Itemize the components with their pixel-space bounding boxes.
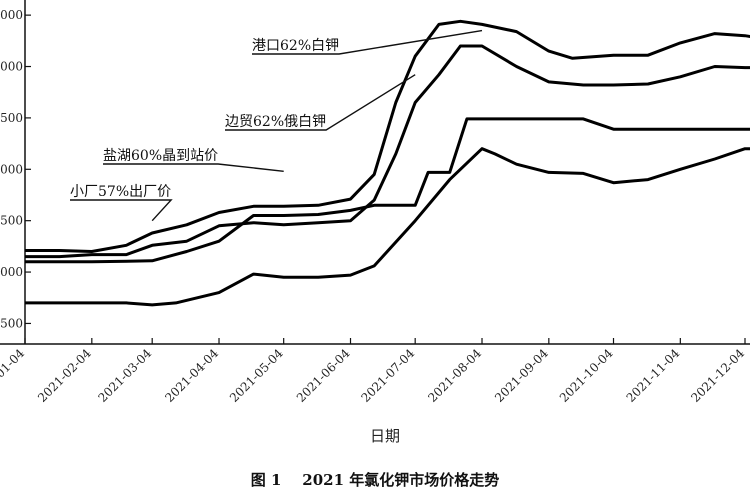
series-line-3 bbox=[25, 117, 750, 264]
y-ticks: 500 000 500 000 500 000 000 bbox=[0, 8, 31, 330]
y-tick-label: 000 bbox=[0, 265, 23, 279]
y-tick-label: 000 bbox=[0, 8, 23, 22]
y-tick-label: 500 bbox=[0, 111, 23, 125]
x-tick-label: 2021-03-04 bbox=[95, 346, 154, 405]
x-ticks: 2021-01-04 2021-02-04 2021-03-04 2021-04-04… bbox=[0, 338, 747, 405]
x-tick-label: 2021-05-04 bbox=[227, 346, 286, 405]
x-tick-label: 2021-04-04 bbox=[162, 346, 221, 405]
series-label-leader-4 bbox=[70, 199, 173, 222]
series-label-3: 盐湖60%晶到站价 bbox=[103, 148, 218, 164]
x-tick-label: 2021-06-04 bbox=[294, 346, 353, 405]
plot-area: 500 000 500 000 500 000 000 2021-01-04 2021-02-… bbox=[0, 0, 750, 405]
x-tick-label: 2021-09-04 bbox=[492, 346, 551, 405]
y-tick-label: 500 bbox=[0, 214, 23, 228]
series-label-4: 小厂57%出厂价 bbox=[70, 184, 171, 200]
series-label-1: 港口62%白钾 bbox=[252, 38, 339, 54]
figure-caption: 图 1 2021 年氯化钾市场价格走势 bbox=[251, 471, 500, 489]
series-line-1 bbox=[25, 19, 750, 253]
series-line-2 bbox=[25, 44, 750, 259]
x-tick-label: 2021-08-04 bbox=[425, 346, 484, 405]
x-tick-label: 2021-02-04 bbox=[35, 346, 94, 405]
series-lines bbox=[25, 19, 750, 307]
x-tick-label: 2021-01-04 bbox=[0, 346, 27, 405]
x-tick-label: 2021-11-04 bbox=[624, 346, 683, 405]
y-tick-label: 000 bbox=[0, 60, 23, 74]
series-label-2: 边贸62%俄白钾 bbox=[225, 114, 326, 130]
series-line-4 bbox=[25, 147, 750, 307]
y-tick-label: 000 bbox=[0, 162, 23, 176]
x-axis-title: 日期 bbox=[370, 427, 400, 445]
series-label-leader-3 bbox=[103, 163, 284, 172]
series-label-leader-2 bbox=[225, 74, 416, 131]
x-tick-label: 2021-12-04 bbox=[688, 346, 747, 405]
x-tick-label: 2021-07-04 bbox=[358, 346, 417, 405]
x-tick-label: 2021-10-04 bbox=[557, 346, 616, 405]
series-label-leader-1 bbox=[252, 29, 483, 55]
y-tick-label: 500 bbox=[0, 316, 23, 330]
